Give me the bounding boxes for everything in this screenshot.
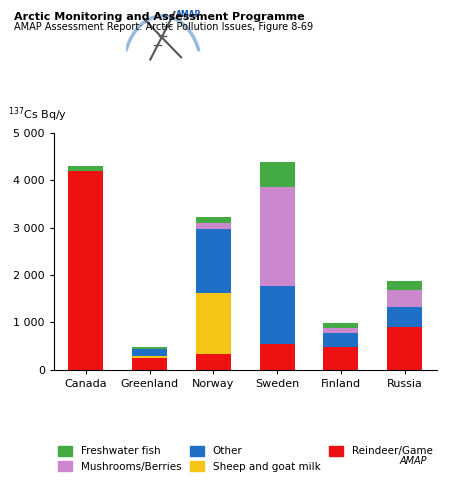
Bar [196, 293, 231, 354]
Bar [387, 327, 422, 370]
Bar [68, 171, 104, 370]
Bar [324, 323, 358, 328]
Bar [260, 186, 295, 286]
Bar [132, 358, 167, 370]
Bar [132, 355, 167, 358]
Bar [196, 354, 231, 370]
Bar [260, 162, 295, 186]
Text: AMAP Assessment Report: Arctic Pollution Issues, Figure 8-69: AMAP Assessment Report: Arctic Pollution… [14, 22, 313, 32]
Text: $^{137}$Cs Bq/y: $^{137}$Cs Bq/y [8, 105, 67, 124]
Bar [196, 222, 231, 229]
Text: AMAP: AMAP [400, 456, 428, 466]
Bar [68, 166, 104, 171]
Bar [387, 307, 422, 327]
Text: AMAP: AMAP [176, 10, 202, 19]
Bar [387, 281, 422, 290]
Bar [132, 350, 167, 355]
Bar [196, 217, 231, 222]
Bar [196, 229, 231, 293]
Bar [132, 347, 167, 350]
Bar [260, 344, 295, 370]
Bar [260, 286, 295, 344]
Bar [387, 290, 422, 307]
Bar [324, 328, 358, 333]
Text: Arctic Monitoring and Assessment Programme: Arctic Monitoring and Assessment Program… [14, 12, 304, 22]
Bar [324, 347, 358, 370]
Legend: Freshwater fish, Mushrooms/Berries, Other, Sheep and goat milk, Reindeer/Game: Freshwater fish, Mushrooms/Berries, Othe… [58, 446, 432, 472]
Bar [324, 333, 358, 347]
